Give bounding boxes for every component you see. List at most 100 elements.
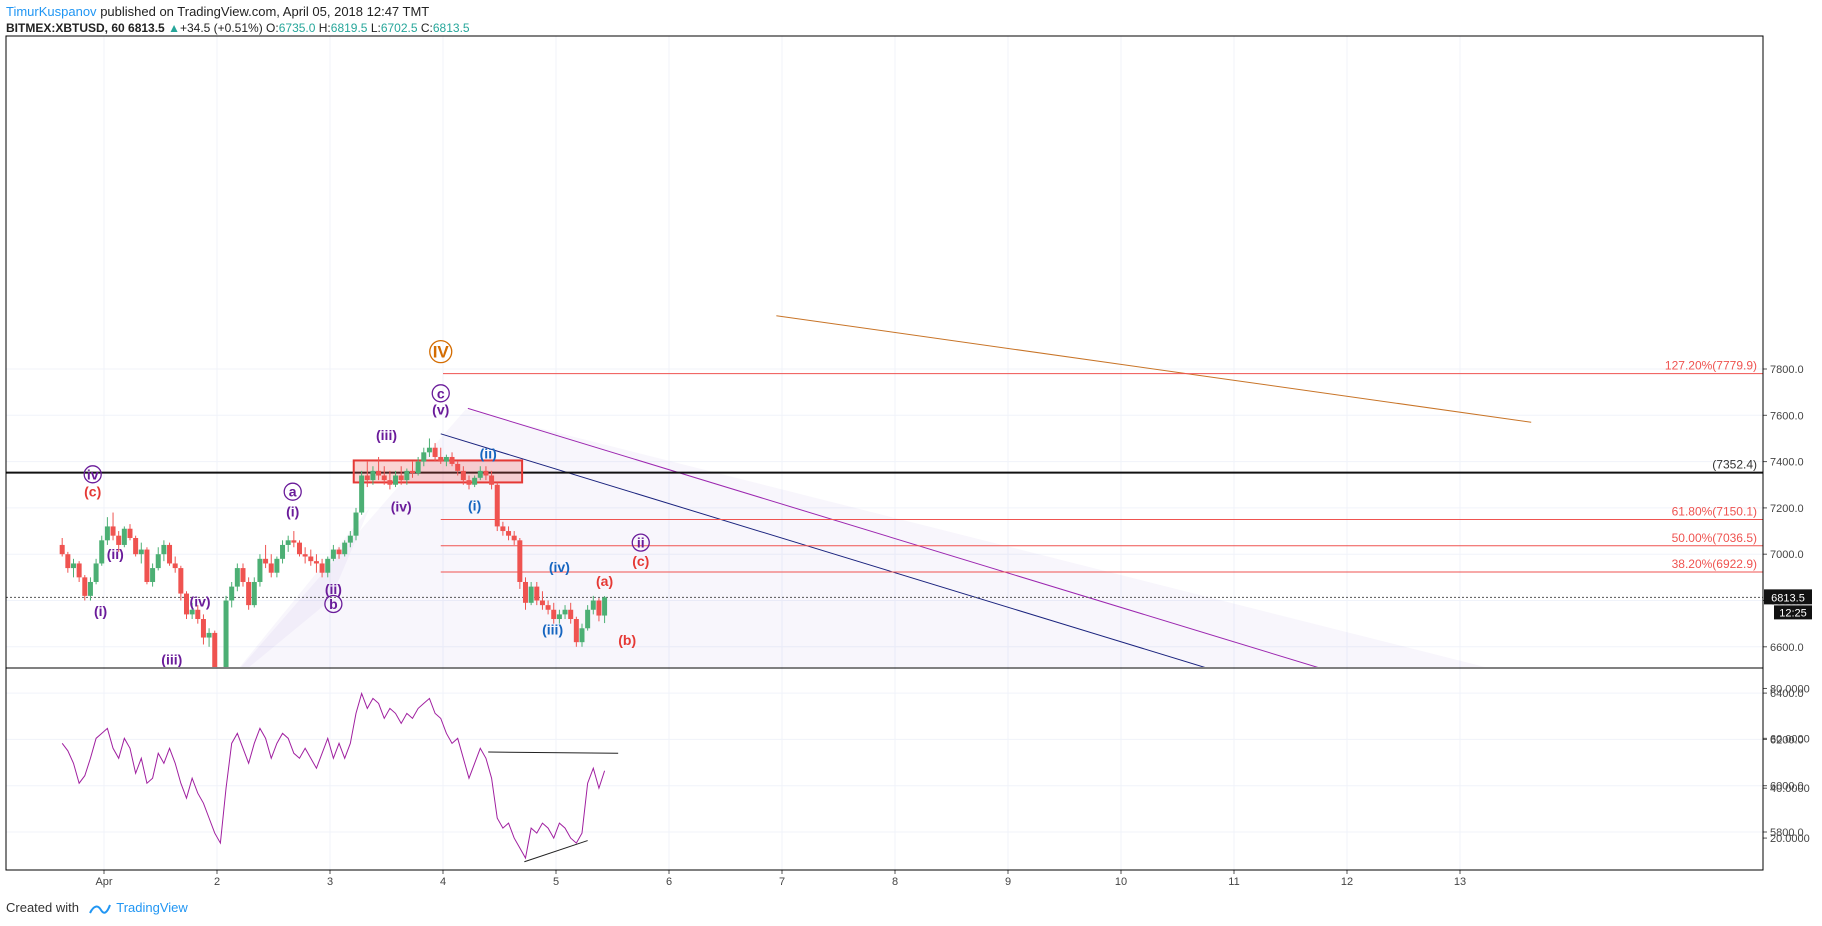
target-zone	[370, 789, 1761, 811]
candle-body	[347, 535, 353, 543]
wave-label-circle	[677, 791, 694, 808]
wave-label: iii	[680, 792, 692, 808]
candle-body	[466, 480, 472, 485]
candle-body	[110, 526, 116, 536]
rsi-tick-label: 80.0000	[1770, 683, 1810, 695]
candle-body	[556, 614, 562, 620]
trendline-orange	[776, 315, 1532, 423]
candle-body	[195, 609, 201, 620]
candle-body	[545, 605, 551, 610]
candle-body	[432, 447, 438, 457]
time-tick-label: 9	[1005, 876, 1011, 888]
close-label: C:	[420, 21, 433, 35]
candle-body	[144, 549, 150, 582]
candle-body	[528, 586, 534, 603]
wave-label: b	[329, 596, 338, 612]
candle-body	[296, 542, 302, 555]
price-tick-label: 7800.0	[1770, 364, 1804, 376]
candle-body	[70, 563, 76, 569]
candle-body	[161, 544, 167, 555]
channel-lower-purple	[172, 716, 658, 864]
candle-body	[127, 528, 133, 538]
candle-body	[87, 581, 93, 596]
wave-label: (i)	[286, 503, 299, 519]
candle-body	[155, 554, 161, 569]
candle-body	[240, 568, 246, 582]
wave-label: III	[213, 732, 227, 751]
key-level-label: (7352.4)	[1712, 458, 1757, 472]
target-zone-label: 0.618(5893.9)	[1682, 795, 1757, 809]
candle-body	[302, 554, 308, 557]
rsi-line	[61, 691, 606, 860]
wave-label: IV	[433, 343, 450, 362]
wave-label: i	[582, 683, 586, 699]
price-tick-label: 7200.0	[1770, 503, 1804, 515]
candle-body	[426, 447, 432, 453]
candle-body	[342, 542, 348, 555]
candle-body	[506, 531, 512, 536]
candle-body	[308, 556, 314, 562]
countdown-label: 12:25	[1779, 607, 1807, 619]
published-text: published on TradingView.com, April 05, …	[100, 4, 430, 19]
author-link[interactable]: TimurKuspanov	[6, 4, 97, 19]
time-tick-label: 8	[892, 876, 898, 888]
candle-body	[364, 475, 370, 481]
time-tick-label: 10	[1115, 876, 1127, 888]
fib-level-label: 50.00%(7036.5)	[1672, 531, 1757, 545]
fib-level-label: 61.80%(7150.1)	[1672, 504, 1757, 518]
channel-fill	[241, 409, 1485, 667]
time-tick-label: 4	[440, 876, 446, 888]
candle-body	[409, 470, 415, 474]
wave-label-circle	[209, 730, 231, 752]
candle-body	[285, 540, 291, 545]
candle-body	[500, 526, 506, 532]
rsi-tick-label: 40.0000	[1770, 783, 1810, 795]
candle-body	[359, 475, 365, 513]
high-label: H:	[318, 21, 331, 35]
candle-body	[398, 475, 404, 481]
price-tick-label: 6200.0	[1770, 734, 1804, 746]
candle-body	[150, 568, 156, 582]
wave-label: (v)	[212, 692, 229, 708]
candle-body	[206, 632, 212, 638]
wave-label: (c)	[84, 484, 101, 500]
last-price-tag	[1764, 589, 1812, 605]
wave-label: (c)	[632, 553, 649, 569]
candle-body	[59, 544, 65, 555]
price-tick-label: 7000.0	[1770, 549, 1804, 561]
wave-label: (ii)	[480, 445, 497, 461]
time-tick-label: Apr	[95, 876, 112, 888]
candle-body	[472, 477, 478, 485]
wave-label: (b)	[618, 632, 636, 648]
wave-label: ii	[637, 535, 645, 551]
rsi-tick-label: 20.0000	[1770, 833, 1810, 845]
candle-body	[138, 549, 144, 555]
candle-body	[511, 535, 517, 541]
candle-body	[99, 540, 105, 564]
candle-body	[76, 563, 82, 578]
fib-level-label: 38.20%(6922.9)	[1672, 557, 1757, 571]
chart-frame	[5, 35, 1764, 871]
low-label: L:	[370, 21, 381, 35]
price-tick-label: 7400.0	[1770, 457, 1804, 469]
footer: Created with TradingView	[6, 900, 188, 916]
time-tick-label: 5	[553, 876, 559, 888]
candle-body	[319, 563, 325, 573]
candle-body	[257, 558, 263, 582]
candle-body	[212, 632, 218, 667]
channel-lower-navy	[220, 691, 765, 862]
candle-body	[280, 544, 286, 559]
fib-level-label: 127.20%(7779.9)	[1665, 359, 1757, 373]
wave-label: c	[437, 385, 445, 401]
candle-body	[551, 609, 557, 620]
wave-label-circle	[429, 339, 453, 364]
candle-body	[183, 593, 189, 615]
wave-label: (v)	[432, 402, 449, 418]
price-tick-label: 7600.0	[1770, 410, 1804, 422]
wave-label-circle	[576, 682, 593, 699]
tradingview-link[interactable]: TradingView	[116, 900, 188, 915]
wave-label-circle	[757, 700, 774, 717]
candle-body	[596, 600, 602, 616]
candle-body	[200, 619, 206, 638]
